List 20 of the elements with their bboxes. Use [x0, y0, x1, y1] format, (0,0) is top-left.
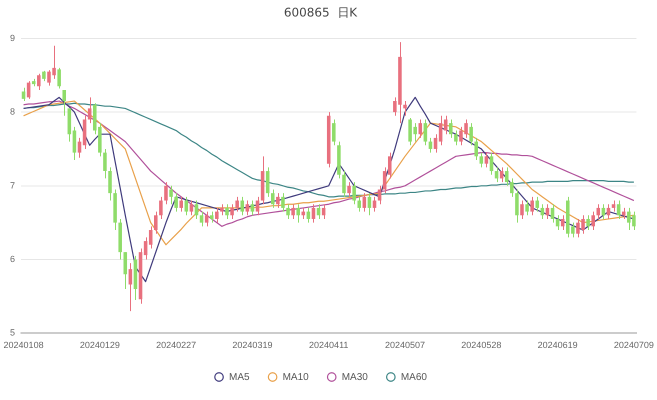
x-tick-label: 20240619 [538, 340, 578, 350]
x-tick-label: 20240129 [80, 340, 120, 350]
y-tick-label: 8 [10, 106, 16, 117]
x-tick-label: 20240528 [461, 340, 502, 350]
x-tick-label: 20240108 [4, 340, 44, 350]
y-tick-label: 9 [10, 32, 16, 43]
y-tick-label: 7 [10, 180, 16, 190]
x-tick-label: 20240709 [614, 340, 654, 350]
legend-label: MA10 [282, 372, 310, 383]
x-tick-label: 20240507 [384, 340, 426, 350]
legend-label: MA30 [342, 372, 368, 383]
candlestick [403, 100, 407, 116]
x-tick-label: 20240411 [309, 340, 348, 350]
y-tick-label: 6 [10, 254, 16, 264]
chart-title: 600865 日K [284, 5, 358, 20]
x-tick-label: 20240227 [156, 340, 196, 350]
x-tick-label: 20240319 [232, 340, 272, 350]
legend-label: MA60 [400, 372, 428, 383]
legend-label: MA5 [229, 372, 250, 383]
y-tick-label: 5 [10, 328, 16, 338]
